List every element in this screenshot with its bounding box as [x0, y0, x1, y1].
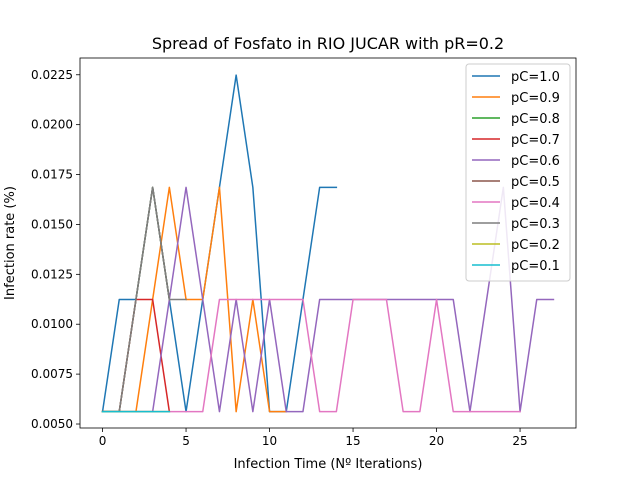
legend: pC=1.0 pC=0.9 pC=0.8 pC=0.7 pC=0.6 pC=0.5 pC=0…	[465, 63, 571, 282]
legend-label: pC=0.2	[511, 238, 560, 253]
y-tick-label: 0.0125	[31, 267, 73, 281]
legend-label: pC=0.4	[511, 196, 560, 211]
series-line-pc-0-6	[101, 186, 555, 413]
x-tick-label: 25	[512, 434, 527, 448]
y-tick-label: 0.0100	[31, 317, 73, 331]
legend-label: pC=1.0	[511, 70, 560, 85]
y-axis-ticks: 0.0050 0.0075 0.0100 0.0125 0.0150 0.0175 0.02…	[31, 68, 80, 431]
x-tick-label: 5	[182, 434, 190, 448]
y-tick-label: 0.0200	[31, 118, 73, 132]
legend-label: pC=0.7	[511, 133, 560, 148]
legend-label: pC=0.9	[511, 91, 560, 106]
legend-label: pC=0.1	[511, 259, 560, 274]
y-axis-label: Infection rate (%)	[3, 186, 18, 300]
legend-label: pC=0.5	[511, 175, 560, 190]
series-line-pc-0-4	[101, 298, 521, 413]
x-tick-label: 0	[99, 434, 107, 448]
series-lines	[101, 74, 555, 413]
y-tick-label: 0.0150	[31, 217, 73, 231]
legend-label: pC=0.3	[511, 217, 560, 232]
legend-label: pC=0.6	[511, 154, 560, 169]
y-tick-label: 0.0225	[31, 68, 73, 82]
x-axis-label: Infection Time (Nº Iterations)	[234, 457, 423, 472]
x-axis-ticks: 0 5 10 15 20 25	[99, 428, 528, 448]
legend-label: pC=0.8	[511, 112, 560, 127]
chart-title: Spread of Fosfato in RIO JUCAR with pR=0…	[152, 34, 504, 53]
y-tick-label: 0.0175	[31, 168, 73, 182]
y-tick-label: 0.0075	[31, 367, 73, 381]
y-tick-label: 0.0050	[31, 417, 73, 431]
plot-area: 0 5 10 15 20 25 0.0050 0.0075 0.0100 0.0125 0.015…	[31, 57, 577, 448]
x-tick-label: 20	[429, 434, 444, 448]
x-tick-label: 10	[262, 434, 277, 448]
x-tick-label: 15	[345, 434, 360, 448]
axes-frame	[79, 57, 577, 429]
